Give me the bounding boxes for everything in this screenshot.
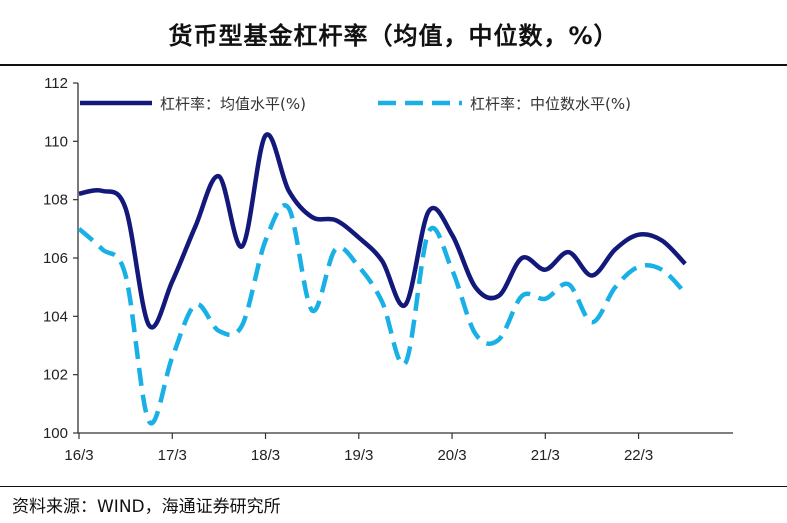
line-chart: 100 102 104 106 108 110 112 16/3 17/3 18/3 19/3 20/…: [43, 75, 733, 464]
y-tick-label: 108: [43, 192, 68, 209]
y-tick-label: 102: [43, 367, 68, 384]
x-tick-label: 19/3: [344, 447, 373, 464]
x-tick-label: 22/3: [624, 447, 653, 464]
title-bar: 货币型基金杠杆率（均值，中位数，%）: [0, 0, 787, 66]
x-tick-label: 16/3: [64, 447, 93, 464]
y-tick-label: 104: [43, 308, 68, 325]
legend-label-median: 杠杆率：中位数水平(%): [470, 95, 631, 113]
y-tick-label: 110: [44, 133, 68, 150]
x-tick-label: 17/3: [158, 447, 187, 464]
y-tick-label: 106: [43, 250, 68, 267]
series-line-median: [77, 203, 687, 426]
legend-label-mean: 杠杆率：均值水平(%): [160, 95, 306, 113]
source-note: 资料来源：WIND，海通证券研究所: [12, 497, 281, 517]
source-divider: [0, 486, 787, 487]
x-tick-label: 18/3: [251, 447, 280, 464]
chart-title: 货币型基金杠杆率（均值，中位数，%）: [168, 21, 619, 50]
y-tick-label: 100: [43, 425, 68, 442]
x-tick-label: 20/3: [437, 447, 466, 464]
x-tick-label: 21/3: [531, 447, 560, 464]
y-tick-label: 112: [44, 75, 68, 92]
series-line-mean: [78, 132, 687, 330]
title-divider: [0, 64, 787, 66]
